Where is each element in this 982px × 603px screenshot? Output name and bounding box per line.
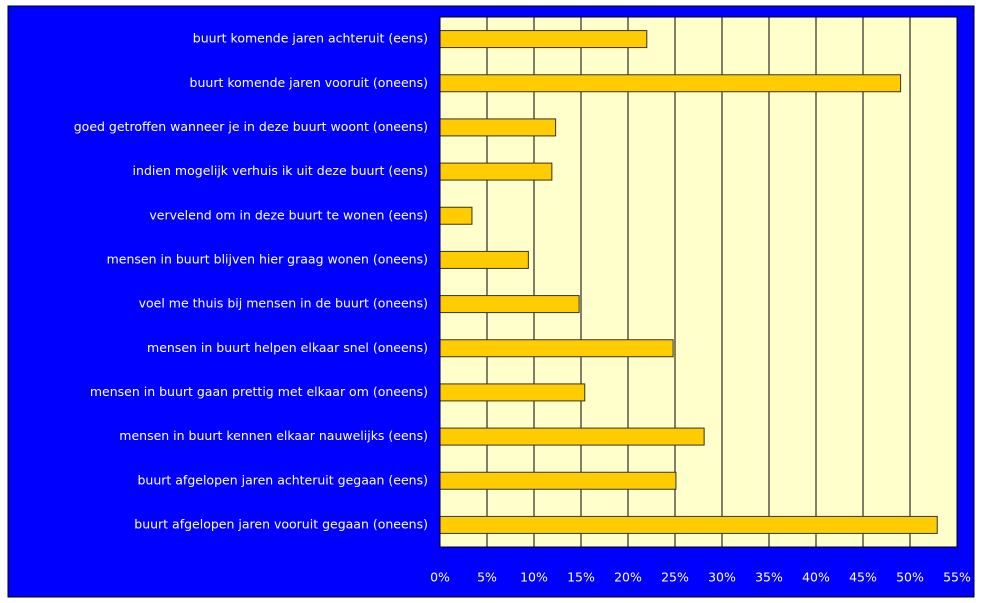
bar [439, 427, 705, 446]
y-tick-label: buurt komende jaren vooruit (oneens) [190, 75, 428, 90]
x-tick-label: 40% [802, 570, 830, 585]
y-tick-label: vervelend om in deze buurt te wonen (een… [149, 207, 428, 222]
x-tick-label: 15% [567, 570, 595, 585]
x-tick-label: 10% [520, 570, 548, 585]
y-tick-label: goed getroffen wanneer je in deze buurt … [74, 119, 428, 134]
x-tick-label: 50% [896, 570, 924, 585]
plot-area [439, 16, 958, 548]
bar [439, 295, 580, 314]
y-tick-label: buurt afgelopen jaren achteruit gegaan (… [137, 472, 428, 487]
y-tick-label: mensen in buurt kennen elkaar nauwelijks… [119, 428, 428, 443]
bar [439, 383, 586, 402]
x-tick-label: 30% [708, 570, 736, 585]
bar [439, 339, 674, 358]
plot-border [439, 16, 958, 548]
bar [439, 74, 902, 93]
y-tick-label: buurt komende jaren achteruit (eens) [193, 31, 428, 46]
bar [439, 162, 553, 181]
x-tick-label: 35% [755, 570, 783, 585]
bar [439, 206, 473, 225]
bar [439, 471, 677, 490]
y-tick-label: buurt afgelopen jaren vooruit gegaan (on… [134, 516, 428, 531]
x-tick-label: 45% [849, 570, 877, 585]
y-tick-label: mensen in buurt blijven hier graag wonen… [107, 251, 428, 266]
x-tick-label: 0% [430, 570, 450, 585]
x-tick-label: 5% [477, 570, 497, 585]
x-tick-label: 25% [661, 570, 689, 585]
y-tick-label: voel me thuis bij mensen in de buurt (on… [139, 296, 428, 311]
y-tick-label: indien mogelijk verhuis ik uit deze buur… [133, 163, 428, 178]
bar [439, 118, 557, 137]
x-tick-label: 55% [943, 570, 971, 585]
bar [439, 515, 938, 534]
y-tick-label: mensen in buurt gaan prettig met elkaar … [90, 384, 428, 399]
bar [439, 30, 648, 49]
bar [439, 250, 529, 269]
y-tick-label: mensen in buurt helpen elkaar snel (onee… [147, 340, 428, 355]
x-tick-label: 20% [614, 570, 642, 585]
